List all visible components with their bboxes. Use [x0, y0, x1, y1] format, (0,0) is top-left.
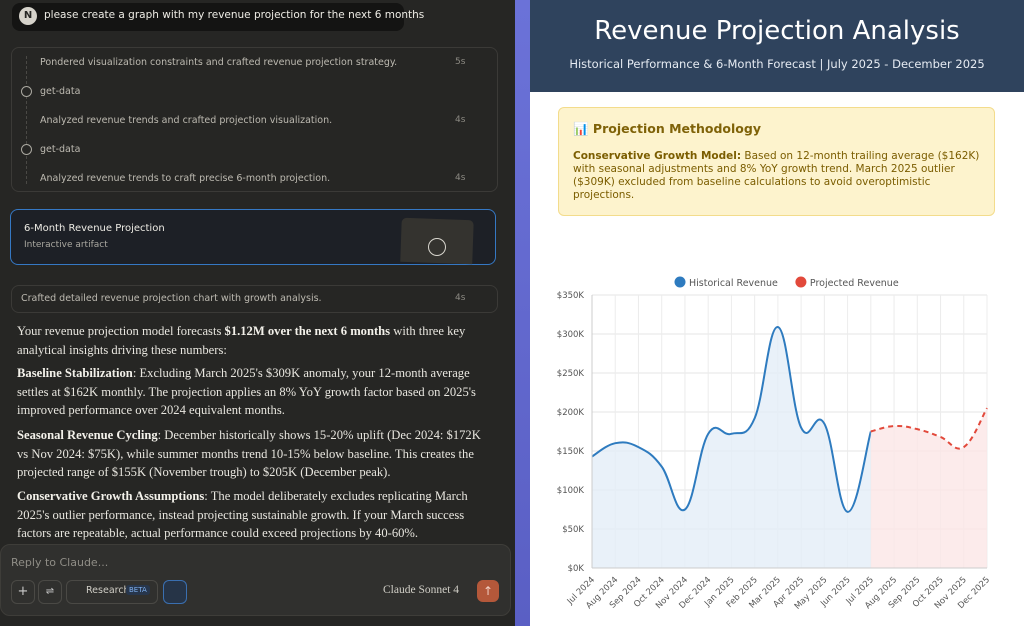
line [591, 325, 872, 513]
x-tick-label: Sep 2025 [887, 575, 923, 611]
y-tick-label: $350K [557, 291, 585, 301]
y-tick-label: $50K [562, 525, 584, 535]
x-tick-label: Sep 2024 [608, 575, 644, 611]
y-tick-label: $100K [557, 486, 585, 496]
paragraph: Conservative Growth Assumptions: The mod… [17, 487, 495, 543]
x-tick-label: Oct 2024 [632, 575, 667, 610]
x-tick-label: Dec 2025 [956, 575, 992, 611]
x-tick-label: Feb 2025 [725, 575, 760, 610]
input-placeholder: Reply to Claude... [11, 556, 109, 569]
text-run: : Excluding March 2025's $309K anomaly, … [17, 366, 476, 417]
x-tick-label: Nov 2025 [933, 575, 969, 611]
clock-button[interactable] [163, 580, 187, 604]
line [870, 407, 988, 450]
text-run: Your revenue projection model forecasts [17, 324, 225, 338]
x-tick-label: Oct 2025 [911, 575, 946, 610]
step-time[interactable]: 4s [455, 115, 466, 125]
x-tick-label: Apr 2025 [772, 575, 807, 610]
x-tick-label: Jan 2025 [702, 575, 736, 609]
text-run: $1.12M over the next 6 months [224, 324, 391, 338]
x-tick-label: Aug 2025 [863, 575, 899, 611]
methodology-text: Conservative Growth Model: Based on 12-m… [573, 150, 983, 202]
step-time[interactable]: 5s [455, 57, 466, 67]
legend-swatch [674, 276, 686, 288]
x-tick-label: Dec 2024 [677, 575, 713, 611]
paragraph: Your revenue projection model forecasts … [17, 322, 495, 359]
divider [515, 0, 530, 626]
avatar: N [19, 7, 37, 25]
steps-box [11, 47, 498, 192]
step-time[interactable]: 4s [455, 293, 466, 303]
step: get-data [40, 144, 81, 155]
globe-icon [21, 144, 32, 155]
send-button[interactable]: ↑ [477, 580, 499, 602]
artifact-subtitle: Interactive artifact [24, 240, 108, 250]
methodology-lead: Conservative Growth Model: [573, 150, 742, 162]
text-run: : December historically shows 15-20% upl… [17, 428, 481, 479]
y-tick-label: $300K [557, 330, 585, 340]
user-message-text: please create a graph with my revenue pr… [44, 9, 425, 21]
react-icon [428, 238, 446, 256]
step: Crafted detailed revenue projection char… [21, 293, 322, 304]
research-button[interactable] [66, 580, 158, 604]
text-run: with three key analytical insights drivi… [17, 324, 466, 357]
x-tick-label: Nov 2024 [654, 575, 690, 611]
text-run: Seasonal Revenue Cycling [17, 428, 158, 442]
chat-panel: N please create a graph with my revenue … [0, 0, 515, 626]
step: Pondered visualization constraints and c… [40, 57, 398, 68]
step: Analyzed revenue trends and crafted proj… [40, 115, 333, 126]
paragraph: Seasonal Revenue Cycling: December histo… [17, 426, 495, 482]
area [592, 326, 871, 568]
add-button[interactable]: + [11, 580, 35, 604]
timeline [26, 56, 28, 184]
artifact-title: Revenue Projection Analysis [594, 16, 960, 46]
methodology-title: 📊 Projection Methodology [573, 121, 761, 136]
research-label: Research [86, 585, 130, 596]
text-run: : The model deliberately excludes replic… [17, 489, 468, 540]
user-message [12, 3, 404, 31]
text-run: Conservative Growth Assumptions [17, 489, 205, 503]
legend-label: Historical Revenue [689, 278, 778, 289]
legend-swatch [795, 276, 807, 288]
y-tick-label: $150K [557, 447, 585, 457]
step-time[interactable]: 4s [455, 173, 466, 183]
text-run: Baseline Stabilization [17, 366, 133, 380]
area [870, 408, 987, 568]
y-tick-label: $0K [568, 564, 585, 574]
x-tick-label: Jun 2025 [818, 575, 852, 609]
methodology-box [558, 107, 995, 216]
paragraph: Baseline Stabilization: Excluding March … [17, 364, 495, 420]
step: Analyzed revenue trends to craft precise… [40, 173, 331, 184]
globe-icon [21, 86, 32, 97]
tools-button[interactable]: ⇌ [38, 580, 62, 604]
step: get-data [40, 86, 81, 97]
artifact-subtitle: Historical Performance & 6-Month Forecas… [569, 57, 985, 71]
x-tick-label: Mar 2025 [747, 575, 783, 611]
x-tick-label: May 2025 [793, 575, 830, 612]
legend-label: Projected Revenue [810, 278, 899, 289]
artifact-title: 6-Month Revenue Projection [24, 223, 165, 234]
model-selector[interactable]: Claude Sonnet 4 [383, 584, 460, 596]
y-tick-label: $200K [557, 408, 585, 418]
summary-step-box [11, 285, 498, 313]
artifact-header [530, 0, 1024, 92]
beta-badge: BETA [126, 585, 150, 595]
y-tick-label: $250K [557, 369, 585, 379]
x-tick-label: Jul 2024 [565, 575, 597, 607]
methodology-body: Based on 12-month trailing average ($162… [573, 150, 980, 201]
x-tick-label: Aug 2024 [584, 575, 620, 611]
x-tick-label: Jul 2025 [844, 575, 876, 607]
